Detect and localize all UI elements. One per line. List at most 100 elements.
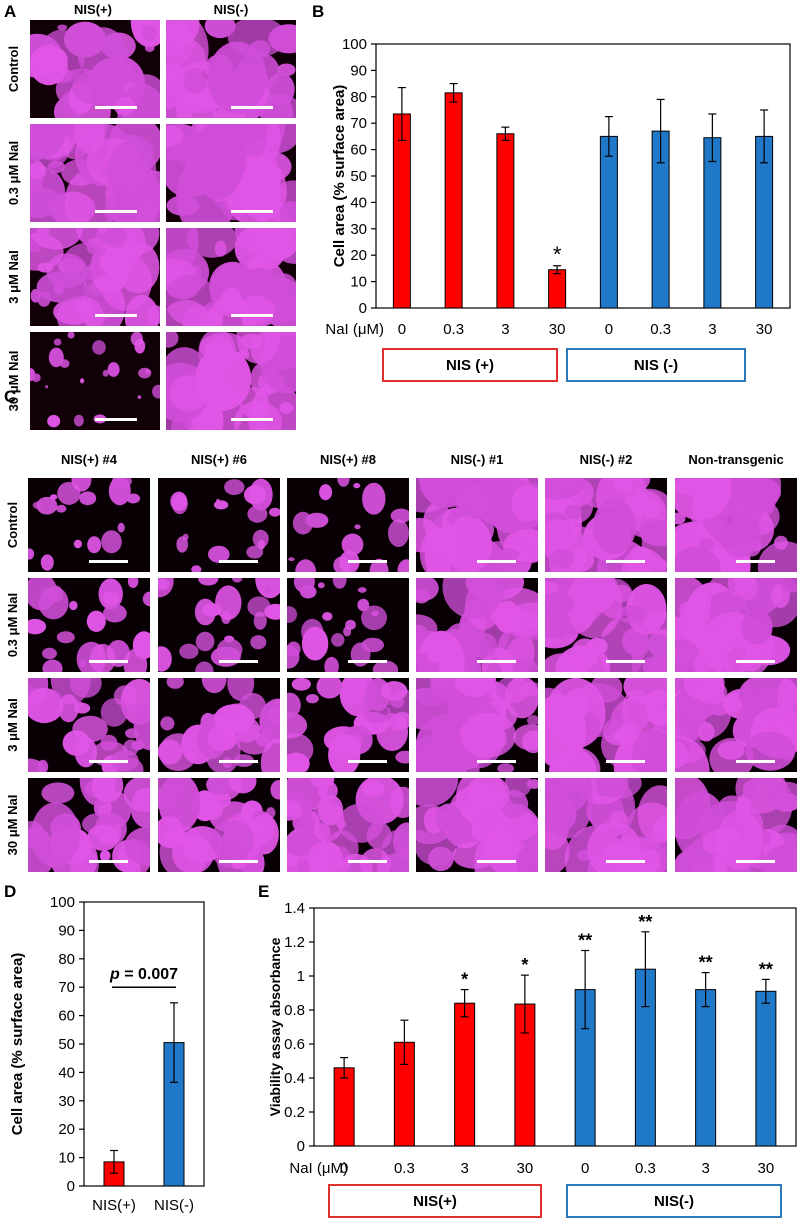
panel-e-nis-negative-group-box: NIS(-): [566, 1184, 782, 1218]
micrograph-image: [545, 578, 667, 672]
micrograph-image: [30, 20, 160, 118]
x-axis-label: NaI (μM): [325, 321, 384, 338]
scale-bar: [95, 106, 137, 109]
x-category-label: 0: [605, 321, 613, 338]
group-label: NIS (-): [633, 356, 679, 374]
micrograph-image: [675, 578, 797, 672]
scale-bar: [89, 860, 128, 863]
micrograph-image: [545, 478, 667, 572]
scale-bar: [219, 860, 258, 863]
y-tick-label: 80: [58, 951, 75, 968]
scale-bar: [606, 760, 645, 763]
scale-bar: [477, 560, 516, 563]
scale-bar: [736, 760, 775, 763]
x-category-label: 3: [701, 1160, 709, 1177]
bar: [755, 990, 777, 1147]
micrograph-image: [287, 678, 409, 772]
y-tick-label: 50: [58, 1036, 75, 1053]
panel-c-column-title: NIS(+) #8: [320, 452, 376, 467]
y-tick-label: 0: [359, 300, 367, 317]
micrograph-image: [28, 578, 150, 672]
panel-label-a: A: [4, 2, 17, 21]
micrograph-image: [28, 478, 150, 572]
y-tick-label: 1.4: [284, 900, 305, 917]
micrograph-image: [158, 678, 280, 772]
panel-a-row-label: 0.3 μM NaI: [6, 140, 21, 206]
significance-marker: *: [553, 242, 562, 267]
panel-c-column-title: NIS(+) #4: [61, 452, 117, 467]
micrograph-image: [28, 678, 150, 772]
scale-bar: [606, 560, 645, 563]
x-category-label: NIS(+): [92, 1197, 136, 1214]
micrograph-image: [166, 124, 296, 222]
scale-bar: [477, 860, 516, 863]
panel-c-row-label: Control: [5, 501, 20, 549]
bar: [599, 135, 618, 309]
x-category-label: 30: [758, 1160, 775, 1177]
panel-e-bar-chart: 0 0.2 0.4 0.6 0.8 1 1.2 1.4 Viability assay abso…: [267, 900, 797, 1177]
significance-marker: **: [699, 953, 713, 973]
bar: [703, 137, 722, 309]
bar: [333, 1067, 355, 1147]
panel-a-column-title: NIS(+): [74, 2, 112, 17]
x-category-label: 0.3: [650, 321, 671, 338]
x-category-label: 3: [501, 321, 509, 338]
y-tick-label: 100: [342, 36, 367, 53]
micrograph-image: [28, 778, 150, 872]
x-category-label: 30: [549, 321, 566, 338]
scale-bar: [348, 760, 387, 763]
bar: [496, 133, 515, 309]
y-tick-label: 30: [350, 221, 367, 238]
y-tick-label: 90: [350, 62, 367, 79]
scale-bar: [231, 210, 273, 213]
scale-bar: [89, 660, 128, 663]
scale-bar: [219, 660, 258, 663]
bar: [695, 989, 717, 1147]
x-category-label: NIS(-): [154, 1197, 194, 1214]
bar: [548, 269, 567, 309]
panel-c-column-title: NIS(+) #6: [191, 452, 247, 467]
x-axis-label: NaI (μM): [289, 1160, 348, 1177]
micrograph-image: [545, 778, 667, 872]
x-category-label: 30: [517, 1160, 534, 1177]
micrograph-image: [166, 228, 296, 326]
y-tick-label: 0.4: [284, 1070, 305, 1087]
panel-label-b: B: [312, 2, 325, 21]
micrograph-image: [166, 332, 296, 430]
x-category-label: 3: [460, 1160, 468, 1177]
scale-bar: [348, 860, 387, 863]
scale-bar: [219, 560, 258, 563]
panel-c-row-label: 30 μM NaI: [5, 794, 20, 856]
y-tick-label: 1.2: [284, 934, 305, 951]
y-tick-label: 40: [58, 1064, 75, 1081]
panel-label-d: D: [4, 882, 17, 901]
micrograph-image: [416, 478, 538, 572]
panel-a-row-label: 3 μM NaI: [6, 250, 21, 304]
micrograph-image: [166, 20, 296, 118]
panel-a-column-title: NIS(-): [213, 2, 249, 17]
x-category-label: 0: [581, 1160, 589, 1177]
scale-bar: [231, 106, 273, 109]
scale-bar: [736, 860, 775, 863]
y-tick-label: 10: [58, 1150, 75, 1167]
x-category-label: 0: [398, 321, 406, 338]
micrograph-image: [287, 778, 409, 872]
y-tick-label: 40: [350, 194, 367, 211]
micrograph-image: [30, 124, 160, 222]
scale-bar: [89, 760, 128, 763]
y-tick-label: 0.8: [284, 1002, 305, 1019]
panel-e-nis-positive-group-box: NIS(+): [328, 1184, 542, 1218]
plot-frame: [83, 901, 205, 1187]
panel-b-nis-negative-group-box: NIS (-): [566, 348, 746, 382]
x-category-label: 0: [340, 1160, 348, 1177]
plot-frame: [375, 43, 791, 309]
panel-b-nis-positive-group-box: NIS (+): [382, 348, 558, 382]
group-label: NIS (+): [446, 356, 494, 374]
y-tick-label: 70: [350, 115, 367, 132]
y-tick-label: 20: [350, 247, 367, 264]
scale-bar: [477, 760, 516, 763]
x-category-label: 0.3: [635, 1160, 656, 1177]
micrograph-image: [158, 578, 280, 672]
micrograph-image: [675, 678, 797, 772]
